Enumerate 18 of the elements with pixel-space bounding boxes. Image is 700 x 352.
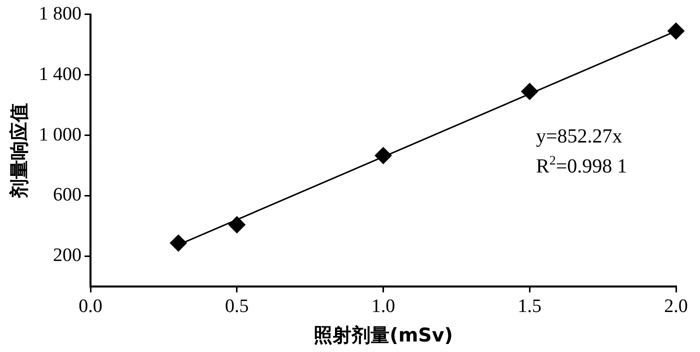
x-tick-label: 1.0 — [371, 296, 396, 317]
x-tick-label: 0.0 — [78, 296, 102, 317]
y-tick-label: 600 — [53, 184, 82, 206]
point — [170, 234, 187, 252]
point — [668, 22, 684, 40]
y-tick-label: 1 000 — [38, 124, 82, 146]
y-tick-label: 200 — [53, 245, 82, 266]
y-axis-title: 剂量响应值 — [8, 102, 30, 199]
x-axis-title: 照射剂量(mSv) — [314, 324, 453, 347]
point — [521, 82, 538, 100]
annotation: y=852.27x — [536, 125, 622, 148]
x-tick-label: 0.5 — [225, 296, 249, 317]
x-tick-label: 2.0 — [664, 296, 688, 317]
point — [228, 216, 246, 234]
point — [374, 147, 392, 164]
y-tick-label: 1 400 — [38, 64, 82, 85]
y-tick-label: 1 800 — [38, 3, 82, 24]
x-tick-label: 1.5 — [518, 296, 542, 317]
